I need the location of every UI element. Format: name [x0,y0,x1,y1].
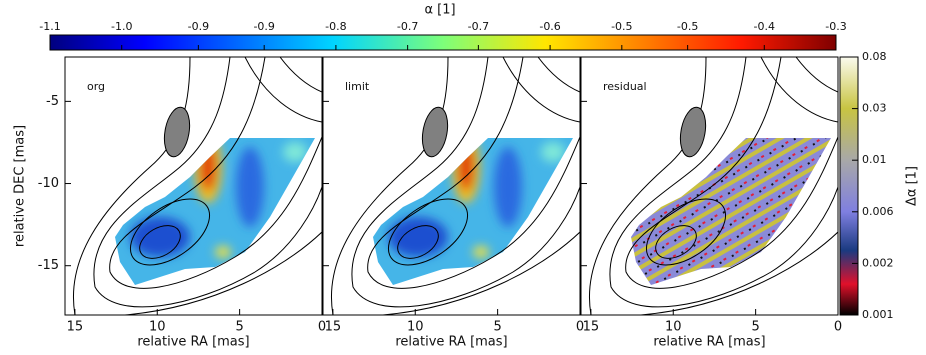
colorbar-tick-label: -1.1 [39,20,60,33]
x-tick-label: 5 [493,320,501,335]
y-tick-label: -15 [38,258,59,273]
colorbar2-tick-label: 0.01 [862,153,887,166]
colorbar-tick-label: -0.6 [539,20,560,33]
x-tick-label: 0 [834,320,842,335]
colorbar-tick-label: -0.4 [754,20,775,33]
x-tick-label: 0 [318,320,326,335]
x-axis-label: relative RA [mas] [395,335,507,350]
panel: limit 15 10 5 0 relative RA [mas] [322,56,584,350]
colorbar-tick-label: -1.0 [111,20,132,33]
x-axis-label: relative RA [mas] [137,335,249,350]
colorbar2 [839,56,859,316]
colorbar-label: α [1] [424,3,455,18]
colorbar [49,34,837,51]
panel-frame [580,56,839,316]
colorbar2-tick-label: 0.001 [862,308,894,321]
x-axis-label: relative RA [mas] [653,335,765,350]
y-axis-label: relative DEC [mas] [13,125,28,247]
x-tick-label: 10 [407,320,424,335]
x-tick-label: 5 [235,320,243,335]
x-tick-label: 0 [576,320,584,335]
colorbar-tick-label: -0.5 [677,20,698,33]
beam [421,106,449,158]
colorbar-tick-label: -0.9 [253,20,274,33]
x-tick-label: 10 [149,320,166,335]
y-tick-label: -10 [38,176,59,191]
colorbar2-label: Δα [1] [905,166,920,206]
y-tick-label: -5 [46,94,59,109]
x-tick-label: 15 [583,320,600,335]
colorbar2-tick-label: 0.006 [862,205,894,218]
colorbar-tick-label: -0.3 [825,20,846,33]
x-tick-label: 15 [67,320,84,335]
x-tick-label: 15 [325,320,342,335]
beam [679,106,707,158]
colorbar2-tick-label: 0.08 [862,50,887,63]
panel: org 15 10 5 0 -15 -10 -5 relative RA [mas] [38,56,326,350]
colorbar-tick-label: -0.8 [325,20,346,33]
panel-label: org [87,80,105,93]
colorbar-tick-label: -0.7 [397,20,418,33]
panel: residual 15 10 5 0 relative RA [mas] [580,56,842,350]
panel-label: limit [345,80,370,93]
colorbar-tick-label: -0.5 [611,20,632,33]
colorbar-tick-label: -0.9 [188,20,209,33]
panel-frame [322,56,581,316]
panel-frame [64,56,323,316]
colorbar2-tick-label: 0.002 [862,256,894,269]
panel-label: residual [603,80,647,93]
beam [163,106,191,158]
colorbar-tick-label: -0.7 [468,20,489,33]
colorbar2-tick-label: 0.03 [862,102,887,115]
x-tick-label: 5 [751,320,759,335]
x-tick-label: 10 [665,320,682,335]
